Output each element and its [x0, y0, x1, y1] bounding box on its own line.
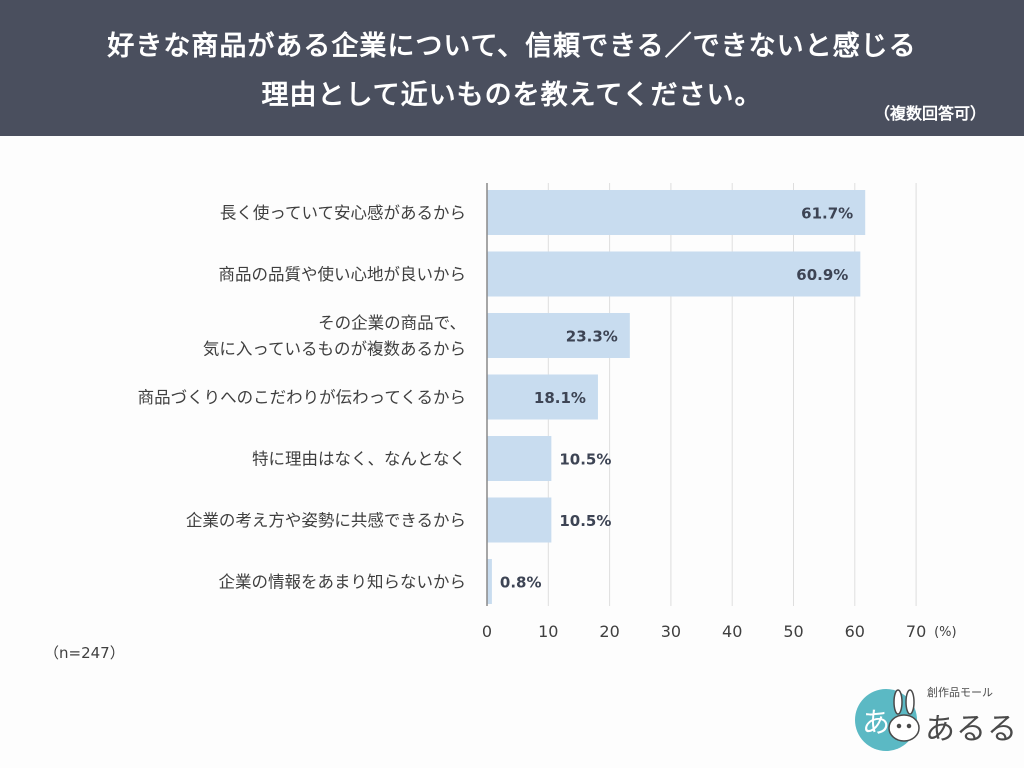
x-tick-label: 50: [783, 622, 803, 641]
x-tick-label: 10: [538, 622, 558, 641]
x-tick-label: 20: [599, 622, 619, 641]
value-label: 18.1%: [534, 389, 586, 407]
bar: [487, 190, 866, 235]
title-banner: 好きな商品がある企業について、信頼できる／できないと感じる 理由として近いものを…: [0, 0, 1024, 136]
category-label: 商品づくりへのこだわりが伝わってくるから: [138, 388, 466, 407]
category-label: 企業の考え方や姿勢に共感できるから: [186, 511, 466, 530]
bar: [487, 497, 552, 543]
svg-text:あ: あ: [862, 706, 890, 739]
value-label: 10.5%: [559, 512, 611, 530]
rabbit-icon: [888, 689, 920, 742]
sample-size-note: （n=247）: [44, 644, 125, 662]
x-tick-label: 0: [482, 622, 492, 641]
chart-title-line-2: 理由として近いものを教えてください。: [261, 80, 763, 111]
aruru-logo: あ: [855, 689, 920, 751]
value-label: 10.5%: [559, 451, 611, 469]
chart-subtitle: （複数回答可）: [873, 104, 986, 123]
category-label: その企業の商品で、気に入っているものが複数あるから: [203, 314, 466, 359]
value-label: 60.9%: [796, 266, 848, 284]
bar: [487, 374, 598, 420]
bar: [487, 313, 630, 358]
bar: [487, 559, 492, 604]
x-unit-label: (%): [934, 625, 957, 640]
x-tick-label: 30: [661, 622, 681, 641]
category-label: 企業の情報をあまり知らないから: [219, 573, 467, 592]
value-label: 61.7%: [801, 205, 853, 223]
category-label: 長く使っていて安心感があるから: [220, 204, 466, 223]
x-tick-label: 60: [845, 622, 865, 641]
category-label: 商品の品質や使い心地が良いから: [219, 265, 467, 284]
value-label: 23.3%: [566, 328, 618, 346]
logo-name: あるる: [925, 712, 1018, 747]
x-tick-label: 40: [722, 622, 742, 641]
x-tick-label: 70: [906, 622, 926, 641]
bar: [487, 251, 861, 297]
bar: [487, 436, 552, 481]
logo-caption: 創作品モール: [927, 686, 993, 699]
chart-title-line-1: 好きな商品がある企業について、信頼できる／できないと感じる: [107, 31, 917, 62]
value-label: 0.8%: [500, 574, 542, 592]
category-label: 特に理由はなく、なんとなく: [252, 450, 466, 469]
